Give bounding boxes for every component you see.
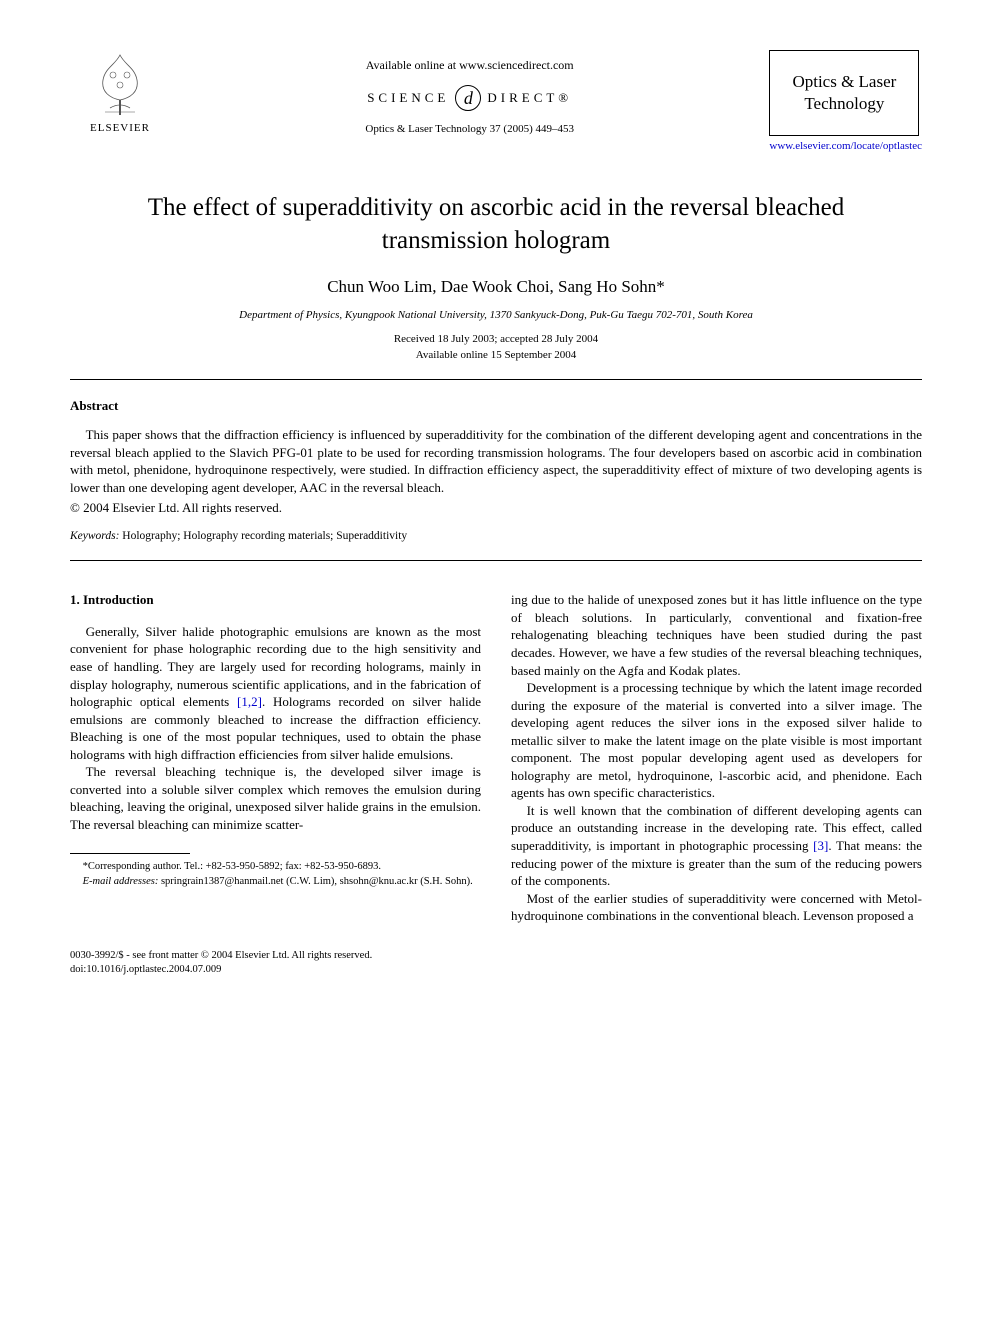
front-matter-line: 0030-3992/$ - see front matter © 2004 El… <box>70 949 922 963</box>
para-6: Most of the earlier studies of superaddi… <box>511 890 922 925</box>
left-column: 1. Introduction Generally, Silver halide… <box>70 591 481 924</box>
email-addresses: springrain1387@hanmail.net (C.W. Lim), s… <box>158 876 472 887</box>
authors-line: Chun Woo Lim, Dae Wook Choi, Sang Ho Soh… <box>70 277 922 297</box>
keywords-line: Keywords: Holography; Holography recordi… <box>70 530 922 542</box>
abstract-copyright: © 2004 Elsevier Ltd. All rights reserved… <box>70 500 922 516</box>
keywords-text: Holography; Holography recording materia… <box>119 530 407 542</box>
sd-left: SCIENCE <box>367 90 449 106</box>
para-2: The reversal bleaching technique is, the… <box>70 763 481 833</box>
para-5: It is well known that the combination of… <box>511 802 922 890</box>
doi-line: doi:10.1016/j.optlastec.2004.07.009 <box>70 963 922 977</box>
science-direct-logo: SCIENCE d DIRECT® <box>170 85 769 111</box>
elsevier-tree-icon <box>85 50 155 120</box>
sd-circle-icon: d <box>455 85 481 111</box>
divider <box>70 379 922 380</box>
journal-column: Optics & Laser Technology www.elsevier.c… <box>769 50 922 152</box>
body-columns: 1. Introduction Generally, Silver halide… <box>70 591 922 924</box>
para-4: Development is a processing technique by… <box>511 679 922 802</box>
corresponding-author: *Corresponding author. Tel.: +82-53-950-… <box>70 860 481 874</box>
bottom-info: 0030-3992/$ - see front matter © 2004 El… <box>70 949 922 977</box>
received-date: Received 18 July 2003; accepted 28 July … <box>70 333 922 345</box>
journal-name: Optics & Laser Technology <box>778 71 910 115</box>
abstract-text: This paper shows that the diffraction ef… <box>70 426 922 496</box>
email-line: E-mail addresses: springrain1387@hanmail… <box>70 875 481 889</box>
ref-link-1-2[interactable]: [1,2] <box>237 694 262 709</box>
citation-line: Optics & Laser Technology 37 (2005) 449–… <box>170 123 769 135</box>
ref-link-3[interactable]: [3] <box>813 838 828 853</box>
para-1: Generally, Silver halide photographic em… <box>70 623 481 763</box>
sd-right: DIRECT® <box>487 90 572 106</box>
keywords-label: Keywords: <box>70 530 119 542</box>
divider <box>70 560 922 561</box>
journal-link[interactable]: www.elsevier.com/locate/optlastec <box>769 140 922 152</box>
footnote-separator <box>70 853 190 854</box>
journal-box: Optics & Laser Technology <box>769 50 919 136</box>
footnote-block: *Corresponding author. Tel.: +82-53-950-… <box>70 860 481 888</box>
page-header: ELSEVIER Available online at www.science… <box>70 50 922 152</box>
right-column: ing due to the halide of unexposed zones… <box>511 591 922 924</box>
header-center: Available online at www.sciencedirect.co… <box>170 50 769 135</box>
section-1-heading: 1. Introduction <box>70 591 481 609</box>
abstract-heading: Abstract <box>70 398 922 414</box>
online-date: Available online 15 September 2004 <box>70 349 922 361</box>
available-online-text: Available online at www.sciencedirect.co… <box>170 58 769 73</box>
elsevier-logo: ELSEVIER <box>70 50 170 134</box>
para-3: ing due to the halide of unexposed zones… <box>511 591 922 679</box>
elsevier-label: ELSEVIER <box>90 122 150 134</box>
article-title: The effect of superadditivity on ascorbi… <box>90 192 902 257</box>
email-label: E-mail addresses: <box>83 876 159 887</box>
affiliation: Department of Physics, Kyungpook Nationa… <box>70 309 922 321</box>
